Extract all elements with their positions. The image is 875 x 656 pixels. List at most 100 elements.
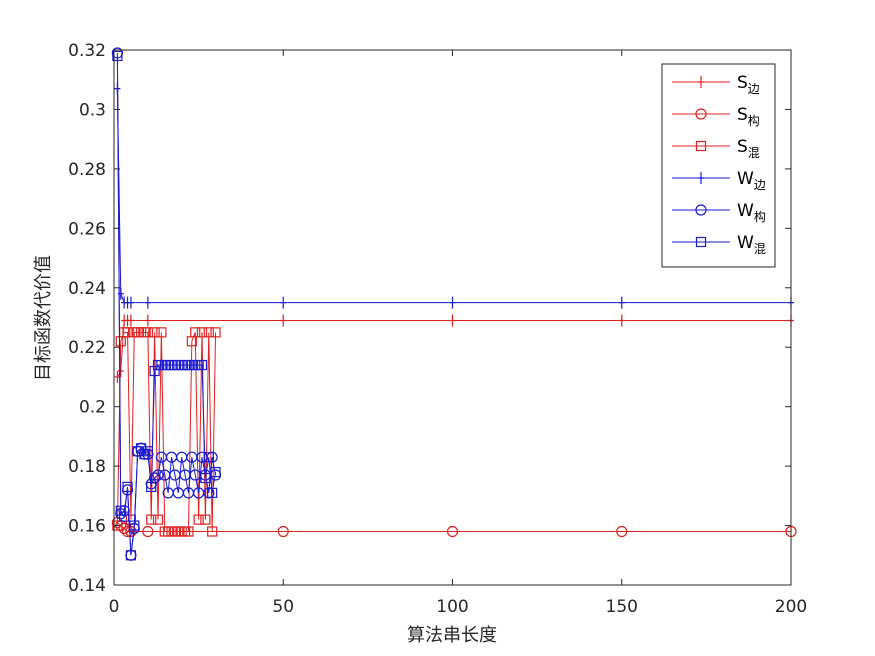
legend-marker: [695, 140, 707, 152]
data-point: [449, 314, 456, 327]
data-point: [135, 443, 147, 454]
legend-marker: [695, 236, 707, 248]
data-point: [142, 446, 153, 457]
legend-label-sub: 构: [748, 113, 760, 128]
data-point: [122, 327, 133, 338]
legend-label: W边: [737, 169, 766, 192]
legend-entry: W边: [672, 169, 766, 192]
x-tick-label: 150: [606, 597, 638, 617]
data-point: [449, 296, 456, 309]
y-tick-label: 0.18: [68, 457, 106, 477]
data-point: [203, 452, 214, 463]
data-point: [280, 296, 287, 309]
legend-label-sub: 边: [748, 82, 760, 96]
legend-marker: [695, 108, 707, 120]
legend-label-main: W: [737, 201, 754, 221]
y-tick-label: 0.32: [68, 41, 106, 61]
data-point: [125, 525, 137, 538]
y-tick-label: 0.22: [68, 338, 106, 358]
legend-entry: W构: [672, 201, 766, 224]
data-point: [280, 314, 287, 327]
legend-entry: S混: [672, 137, 760, 160]
legend-label-main: S: [737, 105, 748, 125]
data-point: [618, 296, 625, 309]
data-point: [200, 514, 211, 525]
legend-label-main: W: [737, 233, 754, 253]
data-point: [207, 487, 218, 498]
legend-box: [661, 63, 776, 268]
legend-label-main: W: [737, 169, 754, 189]
data-point: [618, 314, 625, 327]
y-tick-label: 0.14: [68, 576, 106, 596]
x-tick-label: 200: [775, 597, 807, 617]
data-point: [112, 50, 123, 62]
data-point: [149, 327, 160, 338]
data-point: [132, 446, 143, 457]
data-point: [115, 505, 126, 516]
data-point: [146, 481, 157, 493]
data-point: [277, 525, 289, 538]
data-point: [446, 525, 459, 538]
y-tick-label: 0.2: [79, 398, 106, 418]
x-tick-label: 100: [436, 597, 468, 617]
data-point: [142, 327, 153, 338]
data-point: [146, 514, 157, 525]
data-point: [193, 514, 204, 525]
data-point: [196, 359, 208, 371]
y-tick-label: 0.3: [79, 100, 106, 120]
axis-ticks: 0 50 100 150 200 0.14 0.16 0.18 0.2 0.22 0.24 0.26 0…: [68, 41, 807, 617]
data-point: [127, 296, 134, 309]
data-point: [152, 469, 164, 481]
legend-label-sub: 混: [754, 242, 766, 256]
legend-marker: [698, 172, 704, 184]
legend-label-sub: 边: [754, 178, 766, 192]
data-point: [616, 525, 628, 538]
data-point: [112, 520, 123, 531]
legend-label: W混: [737, 233, 766, 256]
data-point: [149, 365, 160, 377]
data-point: [200, 472, 211, 484]
data-point: [139, 449, 150, 460]
data-point: [207, 526, 218, 537]
data-point: [129, 520, 140, 531]
legend-entry: W混: [672, 233, 766, 256]
data-point: [210, 327, 221, 338]
data-point: [183, 526, 194, 537]
data-point: [142, 525, 154, 538]
legend-marker: [698, 76, 704, 88]
data-point: [190, 327, 201, 338]
data-point: [127, 314, 134, 327]
legend-marker: [695, 204, 707, 216]
data-point: [144, 314, 151, 327]
y-axis-label: 目标函数代价值: [33, 255, 54, 381]
y-tick-label: 0.26: [68, 219, 106, 239]
data-point: [210, 466, 221, 478]
x-axis-label: 算法串长度: [407, 625, 497, 646]
legend-label: W构: [737, 201, 766, 224]
series-line: [116, 88, 791, 304]
legend-entry: S构: [672, 105, 760, 128]
y-tick-label: 0.24: [68, 279, 106, 299]
series-6: [112, 50, 221, 561]
x-tick-label: 50: [272, 597, 294, 617]
data-point: [203, 327, 214, 338]
data-point: [156, 327, 167, 338]
legend-label: S构: [737, 105, 760, 128]
legend-label-sub: 构: [754, 209, 766, 224]
legend-label-sub: 混: [748, 146, 760, 160]
y-tick-label: 0.28: [68, 160, 106, 180]
legend-label: S边: [737, 73, 760, 96]
data-point: [144, 296, 151, 309]
data-point: [121, 525, 134, 538]
legend-label-main: S: [737, 137, 748, 157]
legend-label-main: S: [737, 73, 748, 93]
plot-area: [111, 47, 797, 561]
data-point: [125, 550, 137, 561]
data-point: [119, 511, 130, 522]
x-tick-label: 0: [109, 597, 120, 617]
data-point: [196, 327, 208, 338]
y-tick-label: 0.16: [68, 517, 106, 537]
data-point: [122, 481, 133, 493]
